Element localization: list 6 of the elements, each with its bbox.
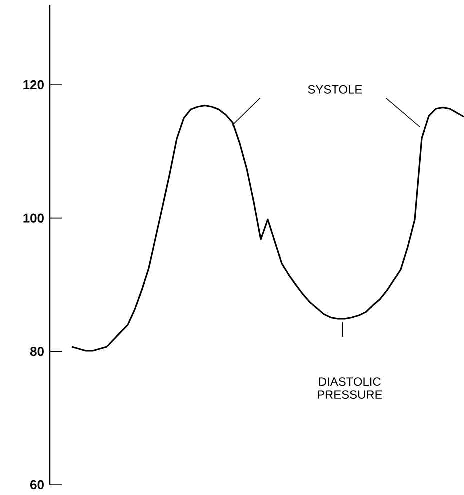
annotation: SYSTOLE: [308, 85, 362, 94]
y-tick-label: 60: [30, 480, 44, 490]
y-tick-label: 120: [24, 80, 44, 90]
y-tick-label: 100: [24, 214, 44, 223]
y-tick-label: 80: [30, 347, 44, 356]
annotation: DIASTOLIC PRESSURE: [318, 378, 382, 400]
